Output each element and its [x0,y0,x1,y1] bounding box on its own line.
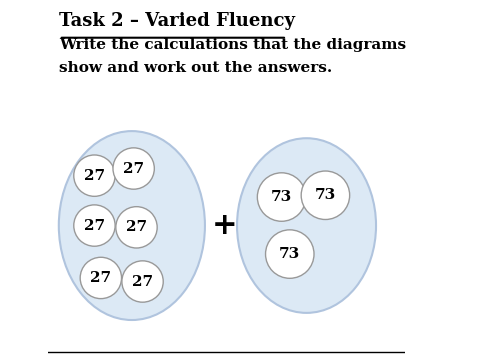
Text: 27: 27 [132,274,153,289]
Circle shape [80,257,121,299]
Text: 73: 73 [315,188,336,202]
Text: 27: 27 [126,220,147,234]
Circle shape [257,173,306,221]
Text: show and work out the answers.: show and work out the answers. [59,60,332,75]
Text: 73: 73 [279,247,300,261]
Text: Write the calculations that the diagrams: Write the calculations that the diagrams [59,38,406,52]
Circle shape [74,205,115,246]
Ellipse shape [237,138,376,313]
Text: Task 2 – Varied Fluency: Task 2 – Varied Fluency [59,12,295,30]
Circle shape [122,261,163,302]
Text: 27: 27 [84,169,105,183]
Text: 27: 27 [123,161,144,176]
Text: +: + [212,211,237,240]
Text: 27: 27 [90,271,111,285]
Text: 73: 73 [271,190,292,204]
Circle shape [74,155,115,196]
Circle shape [113,148,154,189]
Circle shape [266,230,314,278]
Ellipse shape [59,131,205,320]
Text: 27: 27 [84,219,105,232]
Circle shape [116,207,157,248]
Circle shape [301,171,349,219]
